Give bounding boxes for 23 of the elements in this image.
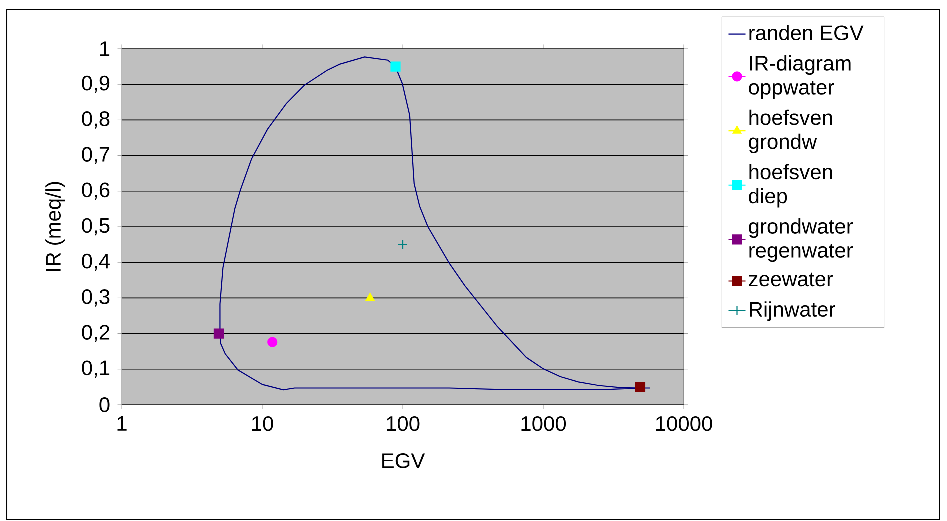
legend-label: randen EGV xyxy=(750,25,864,41)
x-tick-label: 10000 xyxy=(656,416,712,432)
y-tick-label: 0,6 xyxy=(82,182,110,200)
y-tick-label: 0,3 xyxy=(82,290,110,307)
legend-label: zeewater xyxy=(749,272,834,287)
y-tick-label: 0,5 xyxy=(82,218,110,236)
x-axis-title: EGV xyxy=(382,454,426,468)
x-tick-label: 10 xyxy=(252,416,274,432)
y-tick-label: 0,9 xyxy=(82,76,110,94)
y-tick-label: 0,7 xyxy=(82,147,110,164)
y-axis-title: IR (meq/l) xyxy=(46,182,66,272)
legend-label: hoefsven diep xyxy=(749,164,832,208)
y-tick-label: 0,4 xyxy=(82,254,110,272)
legend-label: hoefsven grondw xyxy=(749,110,832,154)
x-tick-label: 1000 xyxy=(522,416,566,432)
x-tick-label: 100 xyxy=(387,416,420,432)
y-tick-label: 0 xyxy=(100,398,110,412)
legend-label: Rijnwater xyxy=(750,302,836,322)
x-tick-label: 1 xyxy=(118,416,127,431)
y-tick-label: 0,1 xyxy=(82,360,110,378)
y-tick-label: 0,8 xyxy=(82,112,110,129)
y-tick-label: 1 xyxy=(100,42,110,56)
y-tick-label: 0,2 xyxy=(82,325,110,342)
